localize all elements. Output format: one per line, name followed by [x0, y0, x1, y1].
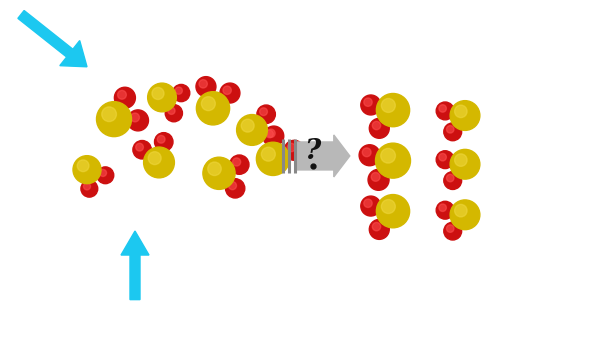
Circle shape	[260, 108, 268, 116]
Circle shape	[446, 225, 454, 232]
Circle shape	[203, 157, 235, 190]
FancyArrow shape	[297, 135, 350, 177]
Circle shape	[439, 204, 446, 212]
Circle shape	[284, 140, 304, 160]
Circle shape	[450, 149, 480, 179]
Circle shape	[455, 105, 467, 118]
Circle shape	[376, 195, 410, 228]
Circle shape	[263, 127, 281, 146]
Circle shape	[436, 102, 454, 120]
Circle shape	[226, 179, 245, 198]
Text: ?: ?	[304, 139, 320, 165]
Circle shape	[148, 83, 176, 112]
Circle shape	[264, 126, 284, 146]
Circle shape	[81, 180, 98, 197]
Circle shape	[361, 95, 381, 115]
Circle shape	[199, 80, 208, 88]
Circle shape	[372, 222, 380, 231]
Circle shape	[359, 145, 380, 166]
Circle shape	[115, 87, 136, 108]
FancyArrow shape	[18, 10, 87, 67]
Circle shape	[439, 105, 446, 112]
Circle shape	[444, 123, 461, 141]
Circle shape	[266, 130, 274, 138]
Circle shape	[175, 87, 182, 94]
Circle shape	[157, 135, 165, 143]
Circle shape	[241, 119, 254, 132]
Circle shape	[97, 102, 131, 136]
Circle shape	[444, 171, 461, 190]
Circle shape	[168, 107, 175, 114]
Circle shape	[223, 86, 232, 95]
Circle shape	[73, 156, 101, 184]
Circle shape	[368, 169, 389, 190]
Circle shape	[196, 92, 230, 125]
Circle shape	[236, 114, 268, 145]
Circle shape	[233, 158, 241, 166]
Circle shape	[376, 93, 410, 127]
Circle shape	[267, 129, 275, 138]
Circle shape	[196, 77, 216, 97]
Circle shape	[83, 183, 91, 190]
Circle shape	[100, 169, 107, 177]
Circle shape	[257, 105, 275, 123]
Circle shape	[131, 113, 139, 122]
Circle shape	[382, 99, 395, 112]
Circle shape	[118, 90, 127, 99]
Circle shape	[208, 162, 221, 175]
Circle shape	[262, 147, 275, 161]
Circle shape	[143, 147, 175, 178]
Circle shape	[133, 140, 151, 159]
Circle shape	[287, 143, 296, 152]
Circle shape	[381, 148, 395, 163]
Circle shape	[455, 154, 467, 166]
Circle shape	[362, 148, 371, 157]
Circle shape	[436, 151, 454, 169]
Circle shape	[382, 200, 395, 213]
Circle shape	[152, 87, 164, 100]
Circle shape	[444, 222, 461, 240]
Circle shape	[371, 173, 380, 181]
Circle shape	[446, 174, 454, 182]
Circle shape	[220, 83, 240, 103]
Circle shape	[370, 219, 389, 239]
Circle shape	[450, 101, 480, 130]
Circle shape	[127, 110, 148, 131]
Circle shape	[439, 153, 446, 161]
Circle shape	[165, 105, 182, 122]
FancyArrow shape	[121, 231, 149, 300]
Circle shape	[446, 126, 454, 133]
Circle shape	[370, 118, 389, 138]
Circle shape	[376, 143, 410, 178]
Circle shape	[361, 196, 381, 216]
Circle shape	[136, 143, 143, 151]
Circle shape	[230, 155, 249, 174]
Circle shape	[229, 182, 236, 190]
Circle shape	[455, 204, 467, 217]
Circle shape	[450, 200, 480, 230]
Circle shape	[77, 160, 89, 171]
Circle shape	[155, 132, 173, 151]
Circle shape	[372, 121, 380, 130]
Circle shape	[256, 142, 290, 175]
Circle shape	[102, 107, 116, 122]
Circle shape	[364, 98, 372, 106]
Circle shape	[436, 201, 454, 219]
Circle shape	[202, 97, 215, 110]
Circle shape	[148, 152, 161, 165]
Circle shape	[173, 84, 190, 102]
Circle shape	[364, 199, 372, 208]
Circle shape	[97, 167, 114, 184]
